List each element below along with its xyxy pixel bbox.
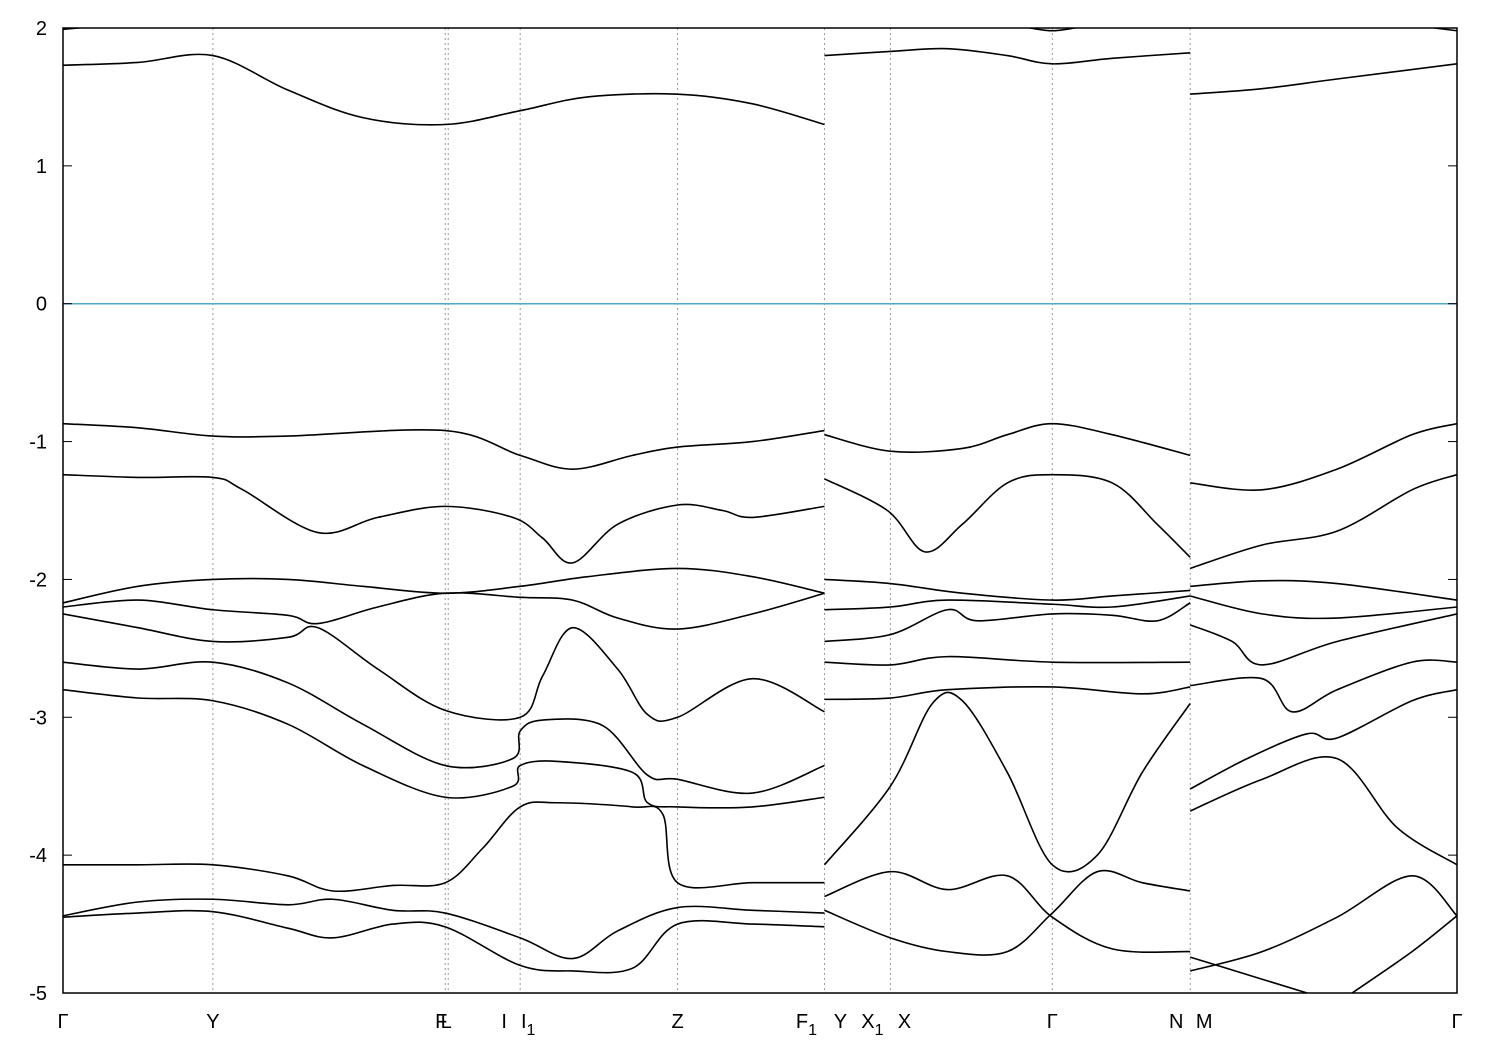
x-tick-label: L	[441, 1011, 452, 1033]
band-line-23	[1190, 659, 1457, 713]
band-line-11	[1189, 473, 1457, 570]
band-line-3	[63, 28, 87, 31]
band-line-27	[63, 801, 825, 893]
x-tick-label: N	[1169, 1011, 1183, 1033]
x-tick-label: Y	[834, 1011, 847, 1033]
y-tick-label: -1	[29, 432, 47, 454]
x-tick-label: Γ	[57, 1011, 68, 1033]
grid-lines	[212, 28, 1191, 993]
band-line-4	[1029, 28, 1075, 32]
x-tick-label: M	[1196, 1011, 1213, 1033]
plot-frame	[62, 27, 1458, 994]
band-lines	[63, 28, 1457, 993]
band-line-21	[63, 660, 825, 795]
band-line-26	[1189, 688, 1457, 790]
band-line-22	[824, 655, 1191, 666]
y-tick-label: -3	[29, 707, 47, 729]
band-line-31	[824, 870, 1191, 954]
y-tick-label: 0	[36, 294, 47, 316]
band-line-17	[1189, 595, 1457, 620]
y-tick-label: 1	[36, 156, 47, 178]
x-tick-label: F1	[796, 1011, 817, 1039]
band-line-29	[1189, 756, 1457, 866]
band-line-25	[824, 685, 1191, 701]
band-line-7	[824, 422, 1191, 457]
x-tick-label: X	[898, 1011, 911, 1033]
x-tick-label: I1	[521, 1011, 536, 1039]
x-tick-label: Z	[671, 1011, 683, 1033]
band-line-9	[63, 473, 825, 564]
band-line-28	[823, 691, 1191, 873]
x-axis: Γ Y FL I I1 Z F1 Y X1 X Γ N M Γ	[57, 1011, 1462, 1039]
band-line-0	[63, 53, 825, 126]
band-line-19	[824, 602, 1191, 643]
x-tick-label: Γ	[1451, 1011, 1462, 1033]
band-line-14	[1190, 579, 1457, 601]
band-line-16	[824, 595, 1191, 611]
band-line-13	[824, 578, 1191, 601]
band-line-8	[1190, 422, 1457, 492]
x-tick-label: I	[501, 1011, 507, 1033]
band-line-20	[1189, 613, 1457, 666]
x-tick-label: F	[435, 1011, 447, 1033]
band-line-30	[63, 898, 825, 960]
y-axis: 2 1 0 -1 -2 -3 -4 -5	[29, 18, 1457, 1005]
x-tick-label: Y	[206, 1011, 219, 1033]
band-line-35	[1189, 956, 1308, 993]
band-line-24	[63, 688, 825, 809]
y-tick-label: -4	[29, 845, 47, 867]
band-line-33	[63, 909, 825, 974]
x-tick-label: X1	[861, 1011, 883, 1039]
band-line-12	[63, 567, 825, 604]
y-tick-label: -5	[29, 983, 47, 1005]
band-line-15	[63, 592, 825, 630]
band-line-2	[1190, 63, 1457, 95]
band-line-36	[1351, 915, 1457, 993]
band-line-1	[824, 47, 1191, 65]
band-line-10	[824, 473, 1191, 558]
x-tick-label: Γ	[1047, 1011, 1058, 1033]
y-tick-label: -2	[29, 569, 47, 591]
band-line-18	[63, 613, 825, 722]
band-line-6	[63, 422, 825, 470]
y-tick-label: 2	[36, 18, 47, 40]
band-line-34	[824, 869, 1191, 956]
band-line-32	[1189, 875, 1457, 972]
